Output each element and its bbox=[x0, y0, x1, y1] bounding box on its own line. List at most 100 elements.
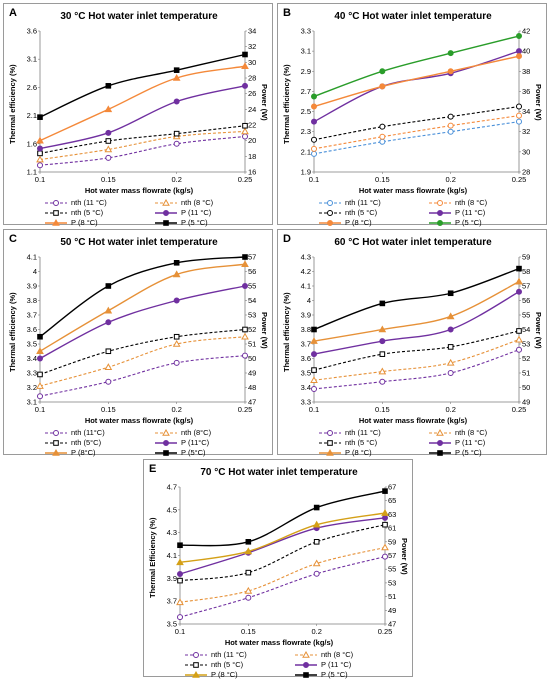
y-right-tick-label: 54 bbox=[522, 325, 530, 334]
series-line bbox=[179, 556, 386, 618]
data-point bbox=[104, 363, 113, 370]
y-left-tick-label: 1.9 bbox=[301, 168, 311, 177]
legend-item: nth (11 °C) bbox=[318, 428, 428, 437]
legend-item: P (8 °C) bbox=[318, 448, 428, 457]
data-point bbox=[241, 62, 249, 70]
axes-frame bbox=[39, 257, 246, 403]
legend-label: P (8 °C) bbox=[345, 218, 372, 227]
y-left-tick-label: 3.5 bbox=[167, 620, 177, 629]
legend-label: nth (5 °C) bbox=[211, 660, 244, 669]
x-tick-label: 0.15 bbox=[101, 175, 116, 184]
legend-swatch bbox=[429, 439, 451, 446]
data-point bbox=[382, 521, 388, 528]
series-line bbox=[313, 339, 520, 381]
y-left-tick-label: 2.5 bbox=[301, 107, 311, 116]
legend-marker bbox=[163, 209, 169, 216]
data-point bbox=[446, 312, 455, 320]
series-line bbox=[313, 105, 520, 141]
series-line bbox=[313, 121, 520, 155]
y-left-tick-label: 1.6 bbox=[27, 139, 37, 148]
data-point bbox=[379, 351, 386, 357]
series-line bbox=[313, 349, 520, 390]
chart-title: 70 °C Hot water inlet temperature bbox=[200, 467, 358, 478]
x-tick-label: 0.25 bbox=[512, 175, 527, 184]
y-right-tick-label: 57 bbox=[248, 253, 256, 262]
legend-marker bbox=[53, 199, 59, 206]
y-left-tick-label: 3.5 bbox=[27, 340, 37, 349]
legend-label: P (8 °C) bbox=[211, 670, 238, 679]
data-point bbox=[242, 122, 248, 129]
plot-area: 1.9 2.1 2.3 2.5 2.7 2.9 3.1 3.3 28 30 32 34 36 38 40 42… bbox=[301, 27, 531, 185]
x-tick-label: 0.1 bbox=[175, 627, 185, 636]
y-left-tick-label: 4.3 bbox=[167, 528, 177, 537]
y-left-tick-label: 4.1 bbox=[301, 282, 311, 291]
y-left-tick-label: 4.1 bbox=[167, 551, 177, 560]
y-right-tick-label: 52 bbox=[248, 325, 256, 334]
legend-label: nth (11 °C) bbox=[345, 198, 381, 207]
legend-marker bbox=[52, 448, 60, 456]
legend-item: P (11 °C) bbox=[154, 208, 264, 217]
series-line bbox=[313, 291, 520, 355]
legend-swatch bbox=[45, 448, 67, 456]
legend-marker bbox=[163, 439, 169, 446]
legend-item: P (8 °C) bbox=[318, 218, 428, 227]
y-right-tick-label: 61 bbox=[388, 524, 396, 533]
y-left-tick-label: 3.9 bbox=[27, 282, 37, 291]
data-point bbox=[37, 145, 43, 152]
data-point bbox=[242, 254, 248, 260]
legend: nth (11 °C) nth (8 °C) nth (5 °C) P (11 °C)… bbox=[318, 198, 538, 227]
x-tick-label: 0.1 bbox=[35, 175, 45, 184]
legend-label: nth (11 °C) bbox=[71, 198, 107, 207]
x-tick-label: 0.1 bbox=[35, 405, 45, 414]
data-point bbox=[379, 300, 386, 307]
series-line bbox=[313, 267, 520, 331]
legend-swatch bbox=[45, 199, 67, 206]
data-point bbox=[515, 277, 523, 285]
legend-swatch bbox=[319, 199, 341, 206]
legend-marker bbox=[437, 449, 443, 456]
legend-label: nth (5 °C) bbox=[345, 208, 378, 217]
data-point bbox=[310, 337, 318, 344]
data-point bbox=[105, 138, 112, 144]
data-point bbox=[313, 504, 320, 511]
legend-item: P (11 °C) bbox=[428, 208, 538, 217]
legend-marker bbox=[163, 219, 169, 226]
data-point bbox=[310, 376, 318, 384]
x-tick-label: 0.15 bbox=[375, 405, 390, 414]
data-point bbox=[104, 306, 113, 314]
data-point bbox=[173, 130, 180, 137]
legend-item: nth (5°C) bbox=[44, 438, 154, 447]
y-left-tick-label: 4.5 bbox=[167, 505, 177, 514]
data-point bbox=[177, 577, 183, 584]
data-point bbox=[312, 520, 321, 528]
legend-swatch bbox=[295, 661, 317, 668]
data-point bbox=[379, 338, 386, 345]
data-point bbox=[36, 155, 44, 163]
legend-item: nth (5 °C) bbox=[44, 208, 154, 217]
data-point bbox=[379, 123, 386, 130]
legend-marker bbox=[437, 199, 443, 206]
panel-label: A bbox=[9, 7, 17, 19]
legend-marker bbox=[193, 651, 199, 658]
x-tick-label: 0.2 bbox=[171, 175, 181, 184]
y-left-tick-label: 2.6 bbox=[27, 83, 37, 92]
chart-panel-e: E 70 °C Hot water inlet temperature 3.5 3.7… bbox=[143, 459, 413, 679]
legend-item: P (5 °C) bbox=[294, 670, 404, 679]
plot-area: 1.1 1.6 2.1 2.6 3.1 3.6 16 18 20 22 24 26 28 30 32 34 0.… bbox=[27, 27, 257, 185]
plot-area: 3.5 3.7 3.9 4.1 4.3 4.5 4.7 47 49 51 53 55 57 59 61 63 6… bbox=[167, 483, 397, 637]
series-line bbox=[179, 546, 386, 603]
data-point bbox=[242, 352, 248, 359]
series-line bbox=[39, 130, 246, 161]
legend-swatch bbox=[295, 650, 317, 658]
data-point bbox=[382, 514, 388, 521]
y-right-tick-label: 53 bbox=[388, 578, 396, 587]
data-point bbox=[37, 150, 43, 157]
data-point bbox=[105, 319, 112, 326]
data-point bbox=[105, 348, 112, 355]
data-point bbox=[379, 138, 386, 145]
data-point bbox=[447, 326, 454, 333]
y-right-tick-label: 16 bbox=[248, 168, 256, 177]
y-right-tick-label: 55 bbox=[388, 565, 396, 574]
series-line bbox=[179, 524, 386, 582]
data-point bbox=[105, 283, 112, 289]
